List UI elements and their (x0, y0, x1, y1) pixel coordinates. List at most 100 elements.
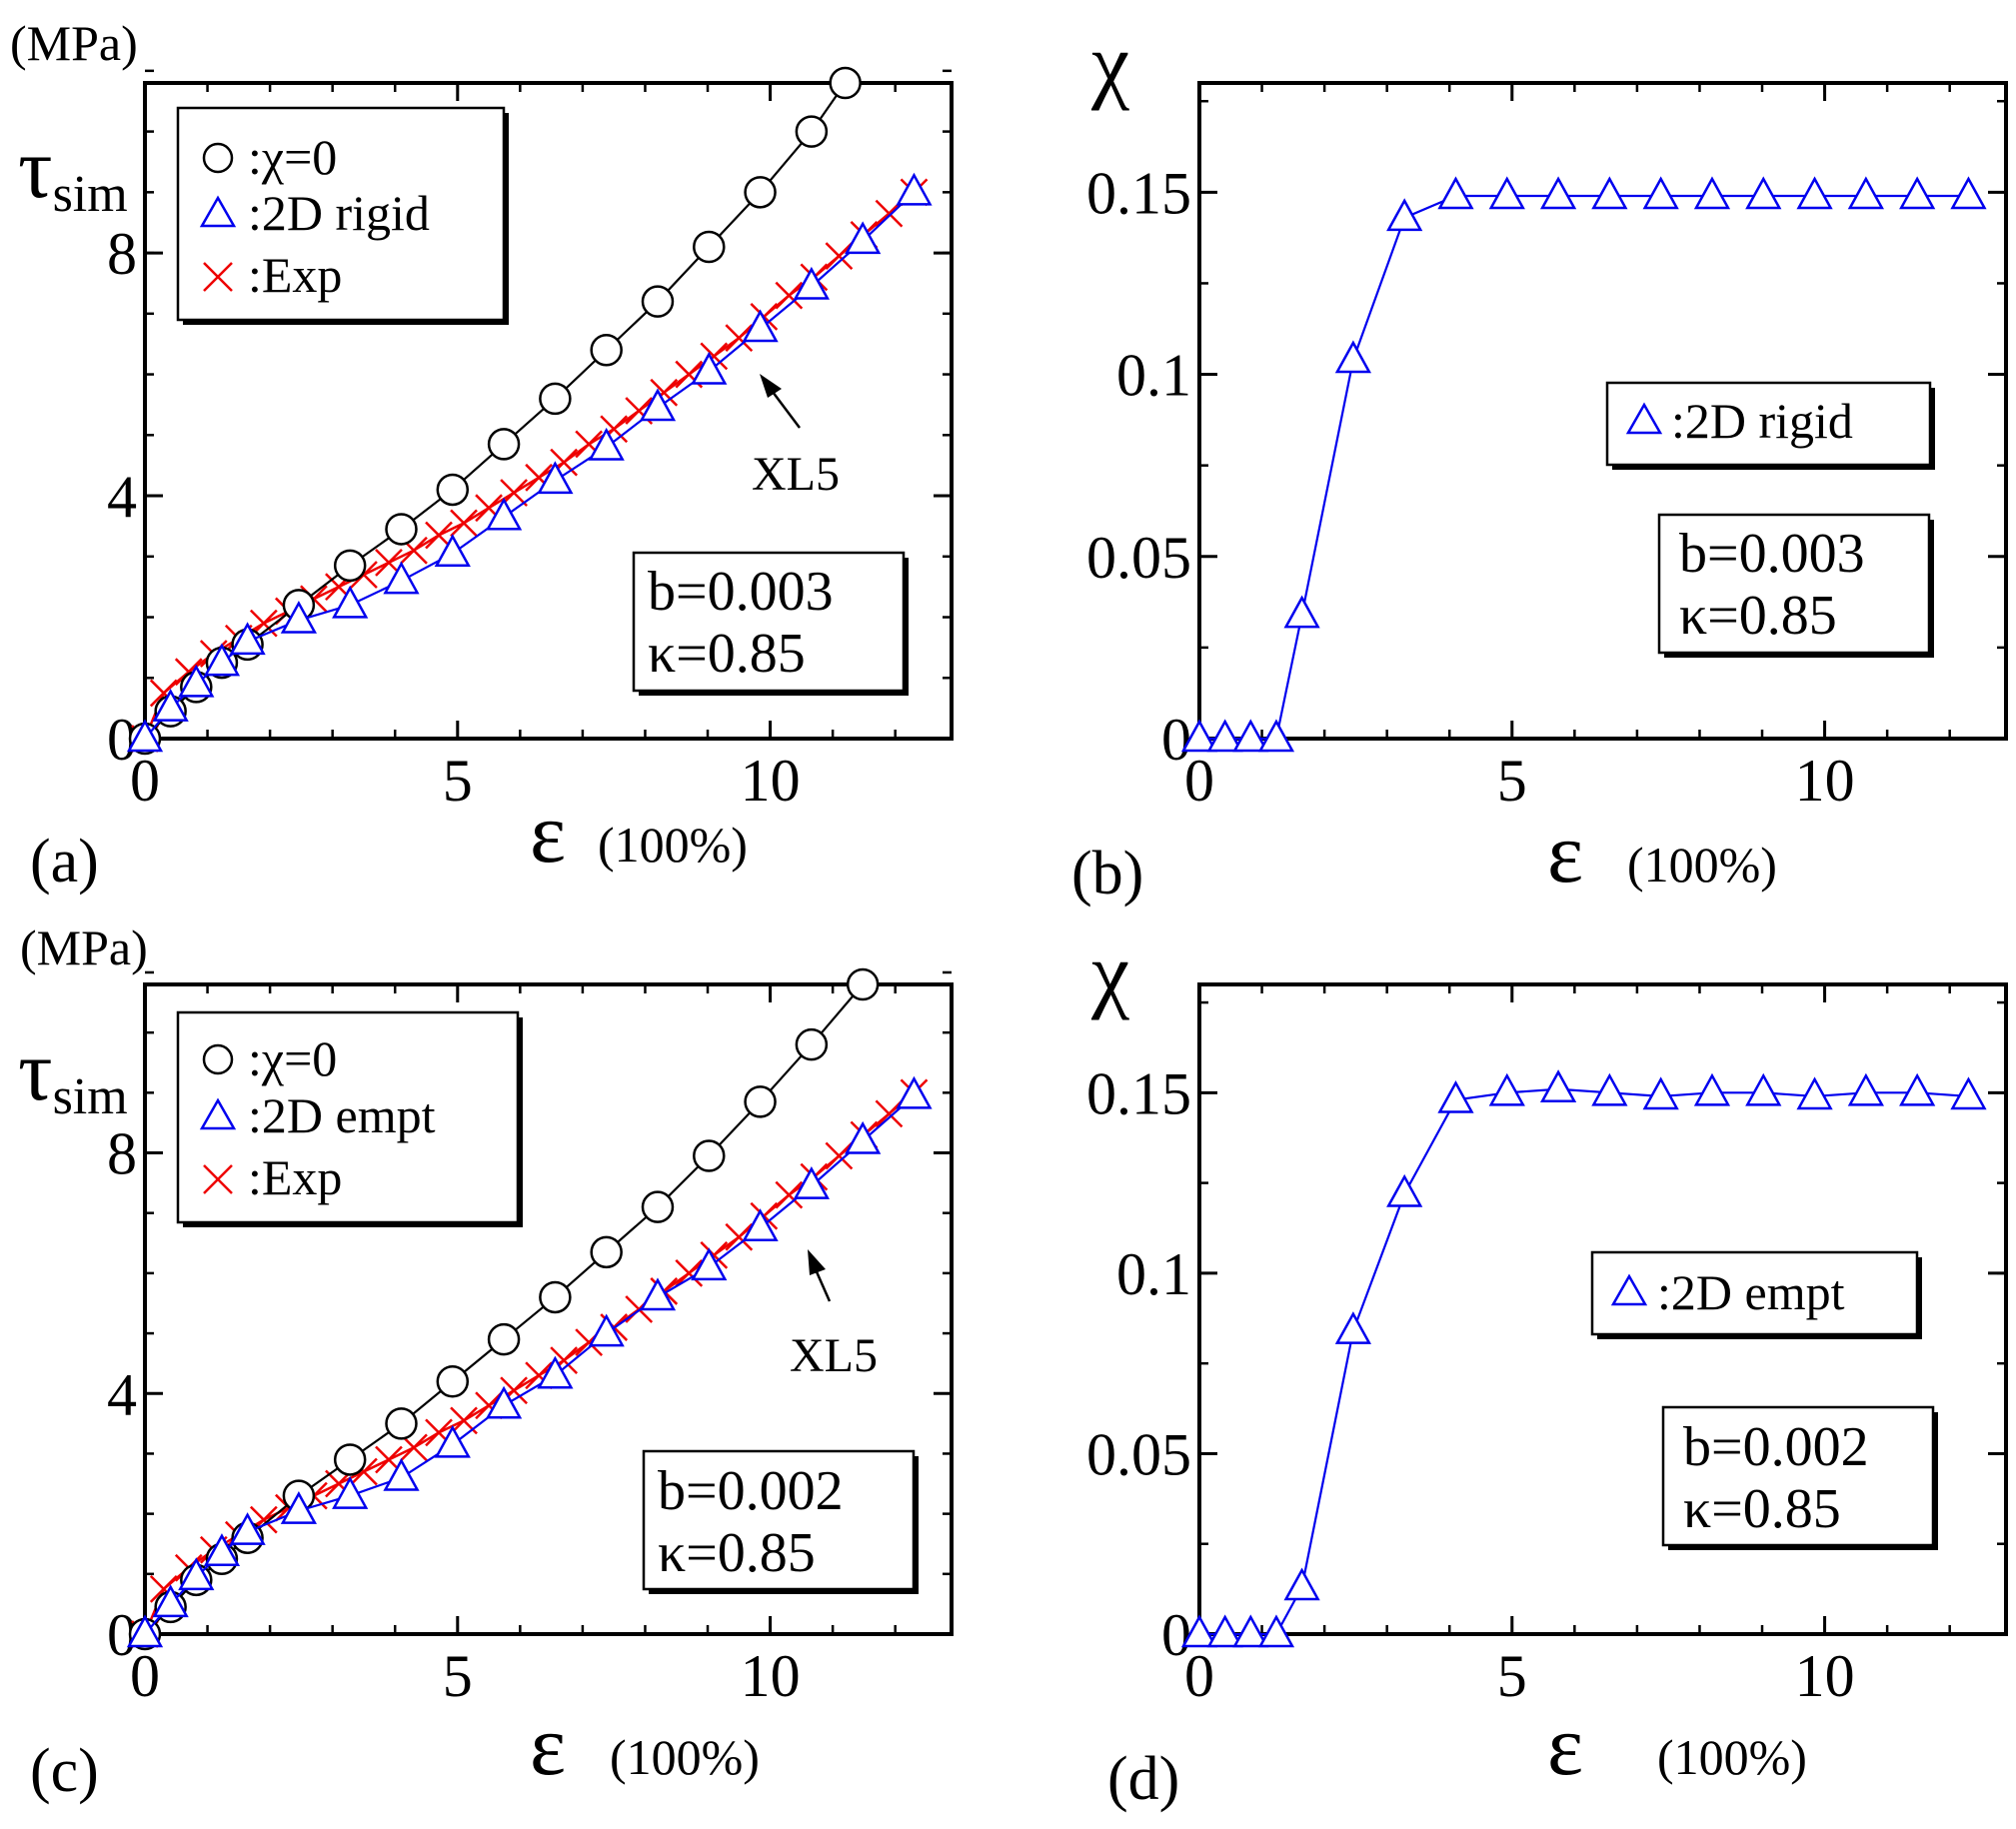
data-point (332, 1475, 369, 1509)
data-point (896, 1075, 933, 1109)
data-point (744, 1085, 777, 1118)
data-point (590, 334, 623, 367)
x-tick-label: 0 (1184, 748, 1214, 814)
data-point (1257, 1614, 1295, 1648)
data-point (229, 1512, 266, 1545)
y-tick-label: 0 (1161, 1602, 1191, 1668)
legend-label-exp: :Exp (248, 1149, 342, 1205)
data-point (846, 967, 880, 1001)
data-point (1283, 595, 1320, 629)
data-point (203, 1533, 241, 1566)
legend-marker-triangle (199, 1097, 237, 1130)
data-point (434, 534, 471, 567)
annotation-label: XL5 (790, 1329, 878, 1382)
data-point (1232, 1614, 1269, 1648)
y-tick-label: 0 (1161, 707, 1191, 773)
panel-label: (b) (1071, 840, 1143, 908)
legend-label-sim: :2D rigid (1671, 393, 1853, 449)
param-kappa: κ=0.85 (1683, 1478, 1841, 1540)
legend-box (1590, 1250, 1919, 1336)
data-point (383, 561, 420, 595)
param-b: b=0.002 (658, 1460, 844, 1522)
legend-label-chi0: :χ=0 (248, 1030, 337, 1086)
x-axis-unit: (100%) (1627, 837, 1777, 893)
data-point (537, 461, 574, 495)
plot-frame (143, 81, 954, 741)
data-point (203, 643, 241, 677)
y-axis-label: τsim (18, 120, 128, 223)
axis-ticks: 0 5 10 0 0.05 0.1 0.15 (1086, 984, 2006, 1709)
x-tick-label: 0 (130, 1643, 160, 1709)
data-point (1745, 1072, 1782, 1106)
x-tick-label: 5 (1497, 1643, 1527, 1709)
x-axis-label: ε (530, 785, 566, 881)
data-point (1180, 719, 1218, 753)
data-point (1642, 1076, 1679, 1110)
x-axis-unit: (100%) (1657, 1729, 1807, 1785)
data-point (825, 242, 854, 270)
y-tick-label: 0.05 (1086, 525, 1191, 591)
x-tick-label: 10 (1795, 748, 1855, 814)
legend-label-chi0: :χ=0 (248, 129, 337, 185)
series-2d-empt (126, 1075, 933, 1648)
legend-label-exp: :Exp (248, 247, 342, 303)
data-point (178, 664, 215, 698)
data-point (641, 1190, 675, 1223)
data-point (1539, 176, 1577, 210)
data-point (1334, 340, 1372, 374)
x-tick-label: 10 (741, 1643, 801, 1709)
y-axis-label: χ (1090, 15, 1129, 111)
series-layer (126, 66, 933, 756)
x-tick-label: 5 (1497, 748, 1527, 814)
data-point (725, 324, 754, 352)
data-point (742, 1208, 779, 1241)
data-point (691, 351, 728, 385)
data-point (333, 549, 367, 583)
data-point (152, 1584, 189, 1618)
data-point (434, 1424, 471, 1458)
params-box: b=0.003 κ=0.85 (632, 551, 909, 696)
data-point (1745, 176, 1782, 210)
data-point (152, 689, 189, 722)
data-point (436, 473, 470, 507)
data-point (229, 622, 266, 656)
series-2d-empt (1180, 1069, 1987, 1648)
axis-ticks: 0 5 10 0 0.05 0.1 0.15 (1086, 83, 2006, 814)
y-tick-label: 0.05 (1086, 1421, 1191, 1487)
data-point (485, 1385, 523, 1419)
param-b: b=0.002 (1683, 1416, 1869, 1478)
series-layer (126, 967, 933, 1651)
data-point (639, 1277, 677, 1311)
x-tick-label: 0 (130, 748, 160, 814)
series-2d-rigid (126, 172, 933, 753)
data-point (1488, 176, 1525, 210)
y-tick-label: 4 (107, 1361, 137, 1427)
legend-box (176, 106, 506, 322)
legend-box (176, 1010, 520, 1224)
y-tick-label: 8 (107, 221, 137, 287)
data-point (385, 513, 418, 546)
legend-box (1605, 381, 1932, 467)
data-point (385, 1407, 418, 1440)
data-point (590, 1235, 623, 1269)
y-unit-label: (MPa) (10, 15, 138, 71)
data-point (383, 1457, 420, 1491)
legend-marker-triangle (199, 195, 237, 228)
y-tick-label: 0.15 (1086, 160, 1191, 226)
x-axis-label: ε (1547, 1697, 1583, 1793)
y-tick-label: 0.1 (1116, 1241, 1191, 1307)
panel-d: 0 5 10 0 0.05 0.1 0.15 χ ε (100%) (d) :2D empt… (1086, 924, 2008, 1813)
legend: :2D empt (1590, 1250, 1922, 1339)
data-point (280, 600, 318, 634)
data-point (1206, 719, 1243, 753)
data-point (485, 497, 523, 531)
y-tick-label: 0.15 (1086, 1060, 1191, 1126)
data-point (875, 1099, 904, 1128)
data-point (539, 382, 572, 416)
data-point (1180, 1614, 1218, 1648)
legend-marker-cross (203, 1164, 233, 1194)
data-point (280, 1491, 318, 1524)
data-point (588, 427, 625, 461)
data-point (1847, 1072, 1884, 1106)
x-tick-label: 10 (1795, 1643, 1855, 1709)
